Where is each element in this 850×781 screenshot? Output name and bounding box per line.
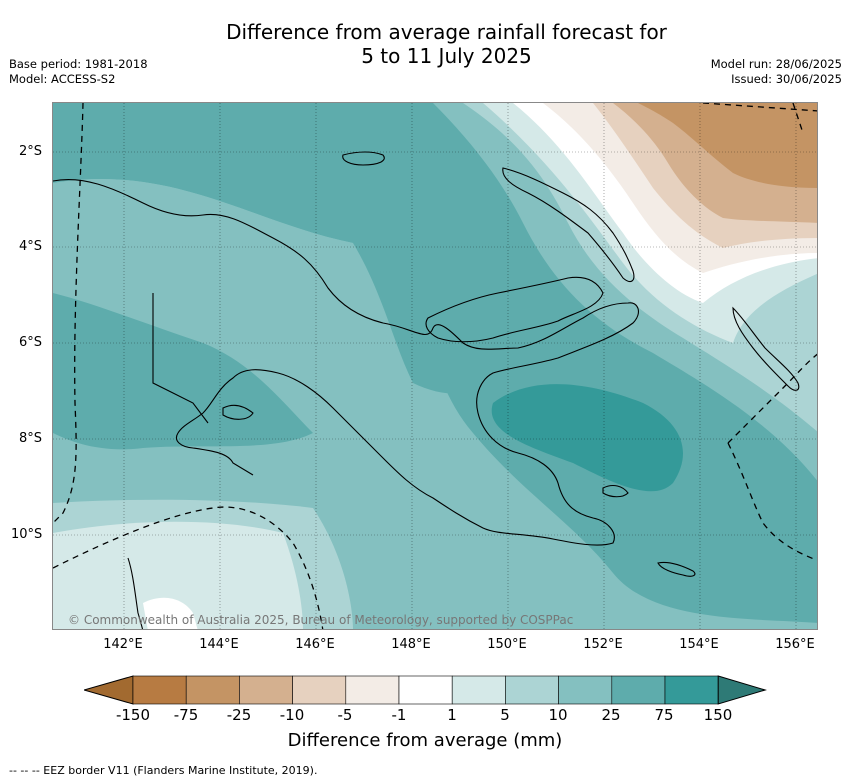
colorbar-tick: -75 — [173, 706, 199, 724]
colorbar-segment — [558, 675, 613, 705]
issued-label: Issued: 30/06/2025 — [731, 72, 842, 86]
region-near-zero-sw — [143, 597, 198, 629]
lon-label-152e: 152°E — [583, 637, 623, 652]
colorbar-tick: 5 — [500, 706, 510, 724]
bougainville-coast — [732, 306, 800, 391]
region-10-25-west — [53, 178, 403, 403]
map-title: Difference from average rainfall forecas… — [0, 20, 850, 68]
model-run-label: Model run: 28/06/2025 — [710, 57, 842, 71]
colorbar-segment — [611, 675, 666, 705]
copyright-credit: © Commonwealth of Australia 2025, Bureau… — [68, 613, 574, 627]
colorbar-tick: 25 — [601, 706, 621, 724]
colorbar-segment — [451, 675, 506, 705]
eez-borders — [53, 103, 817, 629]
eez-south — [53, 506, 324, 629]
map-canvas — [53, 103, 817, 629]
lon-label-154e: 154°E — [679, 637, 719, 652]
model-label: Model: ACCESS-S2 — [9, 72, 116, 86]
base-period-label: Base period: 1981-2018 — [9, 57, 148, 71]
meta-right: Model run: 28/06/2025 Issued: 30/06/2025 — [711, 57, 842, 87]
lat-label-10s: 10°S — [11, 527, 43, 542]
colorbar-tick: 150 — [703, 706, 733, 724]
lon-label-156e: 156°E — [775, 637, 815, 652]
colorbar-tick: 1 — [447, 706, 457, 724]
cape-york-coast — [127, 557, 144, 629]
new-britain-coast — [425, 276, 604, 343]
colorbar-tick: -5 — [337, 706, 353, 724]
lon-label-150e: 150°E — [487, 637, 527, 652]
lat-label-4s: 4°S — [19, 239, 43, 254]
eez-north — [702, 103, 817, 112]
colorbar-graphic — [82, 675, 767, 705]
region-1-5-sw — [53, 521, 303, 629]
new-guinea-coast — [53, 178, 639, 546]
colorbar-tick: -10 — [279, 706, 305, 724]
colorbar-segment — [185, 675, 240, 705]
colorbar-segment — [398, 675, 453, 705]
region-25-75-central — [353, 234, 571, 394]
fly-delta-coast — [222, 404, 254, 420]
colorbar-extend-high — [717, 675, 767, 705]
colorbar-segment — [664, 675, 719, 705]
colorbar-tick: 75 — [654, 706, 674, 724]
colorbar-tick: -1 — [391, 706, 407, 724]
meta-left: Base period: 1981-2018 Model: ACCESS-S2 — [9, 57, 148, 87]
lat-label-6s: 6°S — [19, 335, 43, 350]
lat-label-2s: 2°S — [19, 144, 43, 159]
lon-label-142e: 142°E — [103, 637, 143, 652]
colorbar-segment — [239, 675, 293, 705]
colorbar-segment — [505, 675, 559, 705]
region-neg-25-75 — [638, 103, 817, 188]
new-ireland-coast — [502, 167, 635, 283]
lon-label-144e: 144°E — [199, 637, 239, 652]
dentrecasteaux-coast — [602, 484, 629, 498]
colorbar-extend-low — [82, 675, 134, 705]
map-title-line1: Difference from average rainfall forecas… — [226, 20, 667, 44]
louisiade-coast — [657, 561, 696, 577]
eez-east — [727, 353, 817, 444]
colorbar-segment — [292, 675, 347, 705]
lon-label-148e: 148°E — [391, 637, 431, 652]
lat-label-8s: 8°S — [19, 431, 43, 446]
eez-west — [53, 103, 84, 524]
coastlines — [53, 151, 800, 629]
eez-se — [727, 442, 817, 561]
colorbar-tick: -25 — [226, 706, 252, 724]
region-75-150 — [491, 384, 683, 492]
lon-label-146e: 146°E — [295, 637, 335, 652]
map-title-line2: 5 to 11 July 2025 — [361, 44, 532, 68]
colorbar-tick: -150 — [115, 706, 151, 724]
manus-coast — [342, 151, 385, 166]
colorbar — [82, 675, 768, 705]
rainfall-map — [52, 102, 818, 630]
colorbar-label: Difference from average (mm) — [287, 730, 563, 751]
international-border — [152, 293, 209, 424]
region-25-75-west — [53, 293, 313, 450]
graticule — [53, 103, 817, 629]
colorbar-segment — [132, 675, 187, 705]
colorbar-tick: 10 — [548, 706, 568, 724]
eez-legend: -- -- -- EEZ border V11 (Flanders Marine… — [9, 764, 318, 777]
colorbar-segment — [345, 675, 400, 705]
eez-ne — [792, 103, 804, 134]
